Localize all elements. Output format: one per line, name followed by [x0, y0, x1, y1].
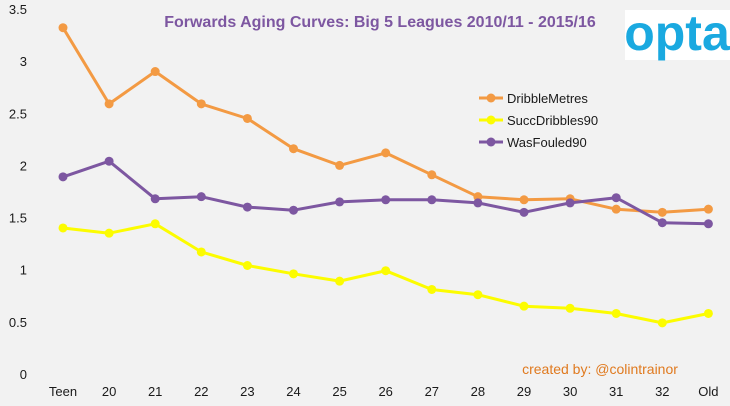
- data-point: [335, 197, 345, 207]
- data-point: [611, 193, 621, 203]
- opta-logo: opta: [624, 5, 730, 61]
- data-point: [657, 207, 667, 217]
- legend-item: DribbleMetres: [479, 91, 588, 106]
- data-point: [381, 195, 391, 205]
- x-tick-label: 24: [286, 384, 300, 399]
- data-point: [242, 202, 252, 212]
- credit-text: created by: @colintrainor: [522, 361, 678, 377]
- data-point: [565, 303, 575, 313]
- y-tick-label: 2: [20, 158, 27, 173]
- data-point: [473, 192, 483, 202]
- data-point: [657, 218, 667, 228]
- legend-item: SuccDribbles90: [479, 113, 598, 128]
- data-point: [519, 301, 529, 311]
- data-point: [104, 99, 114, 109]
- legend-swatch-marker: [486, 137, 496, 147]
- data-point: [565, 198, 575, 208]
- legend-item: WasFouled90: [479, 135, 587, 150]
- data-point: [519, 195, 529, 205]
- legend-label: WasFouled90: [507, 135, 587, 150]
- legend-swatch-marker: [486, 115, 496, 125]
- data-point: [104, 228, 114, 238]
- data-point: [150, 219, 160, 229]
- data-point: [58, 23, 68, 33]
- data-point: [611, 308, 621, 318]
- data-point: [196, 192, 206, 202]
- series-layer: [58, 23, 713, 328]
- data-point: [289, 269, 298, 279]
- x-tick-label: 27: [425, 384, 439, 399]
- x-tick-label: 21: [148, 384, 162, 399]
- data-point: [703, 308, 713, 318]
- data-point: [150, 194, 160, 204]
- data-point: [611, 204, 621, 214]
- data-point: [335, 160, 345, 170]
- series-line: [61, 159, 710, 226]
- logo-background: [625, 10, 730, 60]
- data-point: [58, 172, 68, 182]
- x-tick-label: Teen: [49, 384, 77, 399]
- x-tick-label: 23: [240, 384, 254, 399]
- data-point: [703, 204, 713, 214]
- legend: DribbleMetres SuccDribbles90 WasFouled90: [479, 91, 598, 150]
- data-point: [150, 67, 160, 77]
- y-tick-label: 1.5: [9, 211, 27, 226]
- data-point: [427, 170, 437, 180]
- series-dribblemetres: [58, 23, 713, 217]
- data-point: [242, 261, 252, 270]
- data-point: [58, 223, 68, 233]
- x-tick-label: 20: [102, 384, 116, 399]
- series-succdribbles90: [58, 219, 713, 328]
- x-tick-label: 29: [517, 384, 531, 399]
- data-point: [427, 284, 437, 294]
- data-point: [335, 276, 345, 286]
- x-tick-label: 26: [378, 384, 392, 399]
- legend-label: DribbleMetres: [507, 91, 588, 106]
- x-tick-label: 25: [332, 384, 346, 399]
- x-axis: Teen 20 21 22 23 24 25 26 27 28 29 30 31 32 Old: [49, 384, 719, 399]
- data-point: [381, 266, 391, 276]
- x-tick-label: 28: [471, 384, 485, 399]
- x-tick-label: 31: [609, 384, 623, 399]
- data-point: [242, 113, 252, 123]
- data-point: [196, 247, 206, 257]
- data-point: [427, 195, 437, 205]
- data-point: [289, 205, 298, 215]
- y-axis: 0 0.5 1 1.5 2 2.5 3 3.5: [9, 2, 27, 382]
- x-tick-label: 32: [655, 384, 669, 399]
- data-point: [473, 290, 483, 300]
- y-tick-label: 2.5: [9, 106, 27, 121]
- data-point: [381, 148, 391, 158]
- x-tick-label: 22: [194, 384, 208, 399]
- y-tick-label: 3: [20, 54, 27, 69]
- data-point: [196, 99, 206, 109]
- series-wasfouled90: [58, 156, 713, 229]
- series-line: [61, 26, 710, 214]
- y-tick-label: 1: [20, 263, 27, 278]
- y-tick-label: 0.5: [9, 315, 27, 330]
- data-point: [519, 207, 529, 217]
- chart-title: Forwards Aging Curves: Big 5 Leagues 201…: [164, 14, 596, 31]
- legend-label: SuccDribbles90: [507, 113, 598, 128]
- x-tick-label: Old: [698, 384, 718, 399]
- data-point: [473, 198, 483, 208]
- y-tick-label: 3.5: [9, 2, 27, 17]
- data-point: [104, 156, 114, 166]
- data-point: [703, 219, 713, 229]
- y-tick-label: 0: [20, 367, 27, 382]
- data-point: [289, 144, 298, 154]
- logo-text: opta: [624, 5, 730, 61]
- legend-swatch-marker: [486, 93, 496, 103]
- x-tick-label: 30: [563, 384, 577, 399]
- data-point: [657, 318, 667, 328]
